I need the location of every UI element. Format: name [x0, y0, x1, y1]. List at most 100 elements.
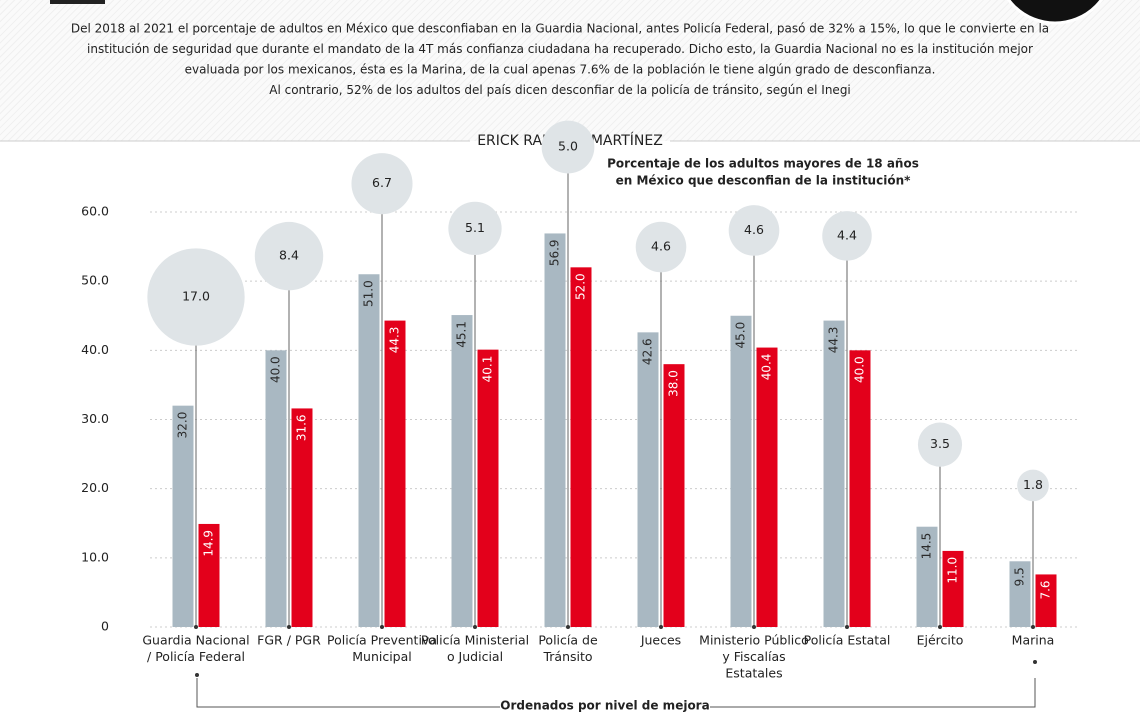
x-tick-label: Guardia Nacional	[142, 633, 249, 648]
axis-dot	[566, 625, 570, 629]
value-label: 40.0	[853, 356, 867, 383]
y-tick-label: 40.0	[81, 342, 109, 357]
paragraph-line: institución de seguridad que durante el …	[87, 42, 1033, 56]
x-tick-label: Policía Preventiva	[327, 633, 437, 648]
value-label: 45.1	[455, 321, 469, 348]
paragraph-line: Al contrario, 52% de los adultos del paí…	[269, 83, 851, 97]
bubble-label: 6.7	[372, 175, 392, 190]
axis-dot	[845, 625, 849, 629]
header-background	[0, 0, 1140, 141]
bubble-label: 4.4	[837, 227, 857, 242]
bubble	[917, 422, 963, 467]
axis-dot	[194, 625, 198, 629]
axis-dot	[1031, 625, 1035, 629]
bubble-label: 4.6	[744, 222, 764, 237]
logo-circle	[1006, 0, 1104, 25]
bracket-dot	[195, 673, 199, 677]
bubble-label: 1.8	[1023, 477, 1043, 492]
bar	[198, 523, 220, 627]
x-tick-label: / Policía Federal	[147, 649, 245, 664]
value-label: 11.0	[946, 557, 960, 584]
value-label: 14.9	[202, 530, 216, 557]
bubble	[1017, 469, 1049, 502]
paragraph-line: evaluada por los mexicanos, ésta es la M…	[185, 63, 936, 77]
bar	[1009, 561, 1031, 627]
y-tick-label: 50.0	[81, 273, 109, 288]
bar	[942, 550, 964, 627]
bar	[570, 267, 592, 627]
axis-dot	[473, 625, 477, 629]
bar	[663, 364, 685, 627]
x-tick-label: Ejército	[917, 633, 964, 648]
y-tick-label: 0	[101, 619, 109, 634]
bar	[756, 347, 778, 627]
y-tick-label: 10.0	[81, 549, 109, 564]
axis-dot	[752, 625, 756, 629]
bar	[291, 408, 313, 627]
value-label: 9.5	[1013, 567, 1027, 586]
paragraph-line: Del 2018 al 2021 el porcentaje de adulto…	[71, 22, 1049, 36]
bubble-label: 3.5	[930, 436, 950, 451]
x-tick-label: Policía de	[538, 633, 598, 648]
bar	[637, 332, 659, 627]
value-label: 45.0	[734, 322, 748, 349]
y-tick-label: 60.0	[81, 204, 109, 219]
x-tick-label: Tránsito	[542, 649, 592, 664]
x-tick-label: Policía Estatal	[804, 633, 891, 648]
subtitle: Porcentaje de los adultos mayores de 18 …	[607, 157, 919, 171]
axis-dot	[938, 625, 942, 629]
value-label: 42.6	[641, 338, 655, 365]
y-tick-label: 30.0	[81, 411, 109, 426]
bar	[544, 233, 566, 628]
bubble	[635, 221, 687, 273]
value-label: 40.4	[760, 354, 774, 381]
bubble-label: 17.0	[182, 289, 210, 304]
bubble-label: 5.0	[558, 139, 578, 154]
axis-dot	[659, 625, 663, 629]
bubble-label: 5.1	[465, 220, 485, 235]
value-label: 52.0	[574, 273, 588, 300]
x-tick-label: Marina	[1012, 633, 1055, 648]
value-label: 38.0	[667, 370, 681, 397]
x-tick-label: Jueces	[640, 633, 681, 648]
bar	[172, 405, 194, 627]
y-tick-label: 20.0	[81, 480, 109, 495]
bubble-label: 4.6	[651, 239, 671, 254]
value-label: 44.3	[388, 327, 402, 354]
x-tick-label: y Fiscalías	[722, 649, 785, 664]
value-label: 40.1	[481, 356, 495, 383]
bracket	[196, 678, 1036, 708]
bar	[477, 349, 499, 627]
bar	[730, 315, 752, 627]
paragraph: Del 2018 al 2021 el porcentaje de adulto…	[71, 22, 1049, 98]
axis-dot	[380, 625, 384, 629]
value-label: 14.5	[920, 533, 934, 560]
bar	[384, 320, 406, 627]
value-label: 56.9	[548, 239, 562, 266]
bar	[358, 274, 380, 627]
x-tick-label: Policía Ministerial	[421, 633, 529, 648]
bar	[849, 350, 871, 627]
x-tick-label: o Judicial	[447, 649, 503, 664]
axis-dot	[287, 625, 291, 629]
x-tick-label: FGR / PGR	[257, 633, 321, 648]
bubble	[822, 211, 872, 261]
bubble	[541, 120, 595, 174]
logo	[50, 0, 105, 4]
bubble	[351, 153, 413, 215]
value-label: 44.3	[827, 327, 841, 354]
x-tick-label: Estatales	[725, 666, 782, 681]
value-label: 32.0	[176, 412, 190, 439]
bar	[265, 350, 287, 627]
x-tick-label: Municipal	[352, 649, 412, 664]
bar	[451, 315, 473, 627]
bubble-label: 8.4	[279, 248, 299, 263]
subtitle: en México que desconfian de la instituci…	[616, 174, 911, 188]
value-label: 51.0	[362, 280, 376, 307]
value-label: 40.0	[269, 356, 283, 383]
bar	[916, 526, 938, 627]
bubble	[147, 248, 245, 346]
bubble	[254, 221, 324, 291]
x-tick-label: Ministerio Público	[699, 633, 809, 648]
